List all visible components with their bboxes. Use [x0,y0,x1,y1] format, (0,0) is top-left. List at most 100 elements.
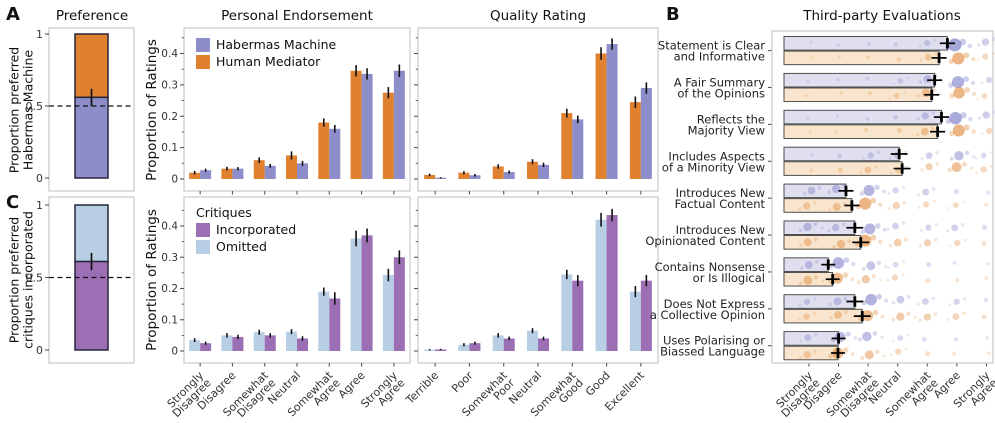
dot [980,166,987,173]
mean-marker [937,52,941,64]
dot [896,295,905,304]
dot [963,124,970,131]
legend-title: Critiques [196,205,252,220]
dot [951,76,965,89]
dot [906,311,911,316]
bar [232,336,244,351]
dot [813,349,818,354]
dot [888,156,892,160]
title-preference: Preference [55,8,129,24]
dot [829,316,833,320]
bar [469,343,481,351]
legend-label: Human Mediator [216,54,321,69]
dot [952,313,960,320]
row-label: Uses Polarising or Biassed Language [660,334,765,359]
dot [925,152,933,160]
bar [572,280,584,351]
dot [933,38,937,42]
bar [503,338,515,351]
bar [361,235,373,351]
dot [804,260,813,269]
x-tick-label: Terrible [403,369,442,408]
dot [947,317,951,322]
bar [200,343,212,351]
title-personal-endorsement: Personal Endorsement [221,8,373,24]
dot [976,58,980,62]
dot [866,261,876,271]
mean-marker [930,89,934,100]
row-label: Reflects the Majority View [688,112,765,137]
dot [887,206,891,211]
dot [821,279,825,283]
dot [934,223,938,227]
bar [606,215,618,351]
dot [832,272,844,284]
dot [923,39,931,47]
dot [906,294,911,299]
dot [903,237,908,242]
dot [872,331,878,336]
dot [806,79,810,83]
dot [878,202,883,207]
bar [350,238,362,351]
dot [952,260,957,265]
likert-bar [783,50,940,66]
dot [977,116,981,120]
dot [964,150,970,156]
dot [857,337,863,342]
dot [860,355,865,360]
dot [886,227,890,231]
bar [264,335,276,351]
dot [798,243,803,248]
dot [832,203,841,211]
dot [887,266,890,269]
dot [798,356,802,360]
bar [221,168,233,179]
dot [930,126,935,131]
dot [828,353,834,359]
x-tick-label: Poor [449,369,476,396]
dot [948,244,952,248]
title-quality-rating: Quality Rating [489,8,587,24]
likert-bar [783,198,853,213]
dot [862,157,866,160]
dot [812,201,817,205]
dot [863,184,875,196]
stacked-lower-bar [74,260,109,351]
likert-bar [783,36,948,51]
bar [595,53,607,179]
dot [798,228,803,232]
dot [861,275,870,284]
dot [841,222,846,227]
dot [867,42,872,47]
likert-bar [783,331,840,346]
panel-critique_preference: 00.51 [26,196,135,364]
bar [286,155,297,179]
bar [297,338,308,351]
bar [640,88,652,179]
dot [985,76,993,84]
dot [842,272,849,278]
mean-marker [844,185,848,197]
dot [934,52,938,56]
dot [888,97,891,101]
dot [847,238,852,244]
dot [892,201,900,210]
dot [835,77,840,82]
habermas-swatch-icon [196,37,210,52]
dot [803,298,811,306]
svg-text:0.3: 0.3 [161,79,178,91]
dot [970,81,976,86]
dot [859,234,872,247]
dot [813,221,818,227]
dot [893,42,898,47]
dot [981,224,988,230]
dot [963,238,967,242]
dot [820,226,824,230]
dot [902,200,907,205]
panel-letter-b: B [666,4,680,25]
dot [876,293,882,300]
dot [948,58,955,65]
dot [870,234,877,241]
